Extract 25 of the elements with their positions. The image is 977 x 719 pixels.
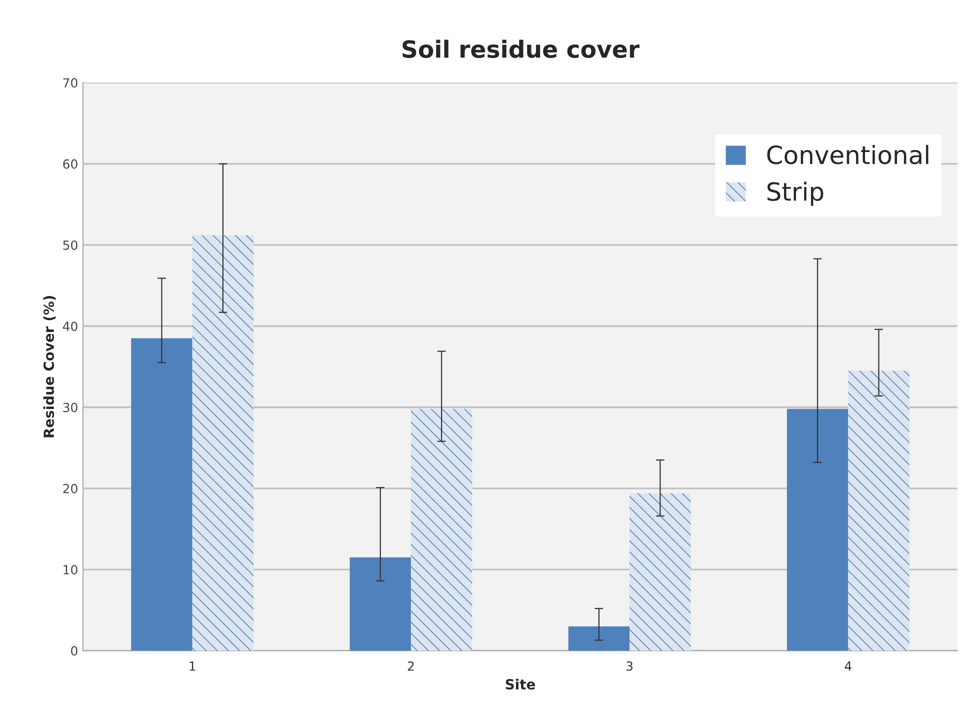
y-tick-label: 60 (63, 159, 78, 169)
bar (350, 557, 411, 651)
bar (848, 370, 910, 651)
bar (786, 408, 848, 651)
bar (410, 408, 472, 651)
legend-label: Strip (767, 182, 824, 206)
y-tick-label: 0 (71, 646, 78, 656)
chart-title: Soil residue cover (402, 40, 640, 58)
x-tick-label: 3 (626, 661, 633, 671)
bar (568, 626, 630, 651)
bar (192, 235, 254, 651)
x-tick-label: 2 (408, 661, 414, 671)
y-tick-label: 10 (64, 565, 78, 574)
y-tick-label: 20 (63, 484, 78, 494)
bar (630, 493, 691, 651)
y-tick-label: 50 (63, 240, 78, 250)
x-tick-label: 4 (844, 661, 852, 671)
y-tick-label: 40 (62, 322, 78, 332)
x-tick-label: 1 (190, 661, 196, 671)
y-tick-label: 70 (63, 78, 78, 88)
x-axis-title: Site (506, 678, 535, 690)
legend-label: Conventional (767, 144, 928, 164)
y-tick-label: 30 (63, 402, 78, 412)
y-axis-title: Residue Cover (%) (43, 296, 56, 438)
bar (131, 338, 192, 651)
